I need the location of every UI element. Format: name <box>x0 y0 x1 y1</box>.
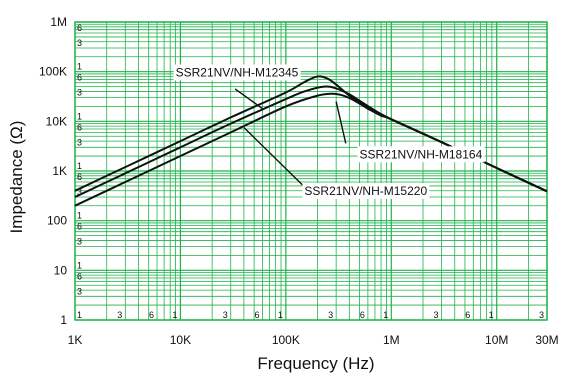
series-labels: SSR21NV/NH-M12345 SSR21NV/NH-M18164 SSR21N… <box>173 64 485 199</box>
y-minor-tick-label: 1 <box>77 111 82 121</box>
series-lines <box>74 75 548 207</box>
y-minor-tick-label: 6 <box>77 271 82 281</box>
x-minor-tick-label: 1 <box>172 310 177 320</box>
series-label-text: SSR21NV/NH-M15220 <box>304 184 427 198</box>
y-tick-label: 10 <box>54 263 68 277</box>
x-minor-tick-label: 1 <box>278 310 283 320</box>
x-tick-label: 10M <box>485 333 508 347</box>
x-minor-tick-label: 6 <box>149 310 154 320</box>
y-minor-tick-label: 3 <box>77 286 82 296</box>
y-minor-tick-label: 6 <box>77 23 82 33</box>
x-minor-tick-label: 6 <box>254 310 259 320</box>
x-minor-tick-label: 3 <box>434 310 439 320</box>
grid <box>74 21 548 321</box>
y-tick-label: 10K <box>46 114 67 128</box>
x-minor-tick-label: 3 <box>328 310 333 320</box>
x-minor-tick-label: 6 <box>360 310 365 320</box>
series-label-backing <box>302 182 430 199</box>
y-minor-tick-label: 3 <box>77 88 82 98</box>
y-tick-label: 100K <box>39 65 67 79</box>
y-tick-label: 1K <box>52 164 67 178</box>
x-tick-label: 100K <box>272 333 300 347</box>
x-tick-label: 1K <box>68 333 83 347</box>
y-minor-tick-label: 1 <box>77 161 82 171</box>
y-tick-label: 1 <box>60 313 67 327</box>
series-label-2: SSR21NV/NH-M18164 <box>357 146 485 163</box>
x-minor-tick-label: 1 <box>383 310 388 320</box>
y-minor-tick-label: 3 <box>77 137 82 147</box>
series-line-3 <box>74 92 548 207</box>
x-minor-tick-label: 6 <box>465 310 470 320</box>
series-label-backing <box>357 146 485 163</box>
y-tick-label: 100 <box>47 214 67 228</box>
y-minor-tick-label: 1 <box>77 310 82 320</box>
y-minor-tick-label: 1 <box>77 211 82 221</box>
leader-line-3 <box>243 127 308 191</box>
series-label-text: SSR21NV/NH-M12345 <box>176 65 299 79</box>
x-tick-label: 10K <box>170 333 191 347</box>
leader-line-2 <box>335 101 347 144</box>
series-label-backing <box>173 64 301 81</box>
y-minor-tick-label: 1 <box>77 62 82 72</box>
series-label-3: SSR21NV/NH-M15220 <box>302 182 430 199</box>
x-minor-tick-label: 3 <box>223 310 228 320</box>
y-minor-tick-label: 3 <box>77 187 82 197</box>
y-minor-tick-label: 6 <box>77 172 82 182</box>
x-tick-label: 1M <box>383 333 400 347</box>
leader-line-1 <box>234 88 263 110</box>
x-minor-tick-label: 3 <box>117 310 122 320</box>
y-tick-label: 1M <box>50 15 67 29</box>
y-minor-tick-label: 3 <box>77 38 82 48</box>
series-label-1: SSR21NV/NH-M12345 <box>173 64 301 81</box>
series-label-text: SSR21NV/NH-M18164 <box>360 147 483 161</box>
y-minor-tick-label: 3 <box>77 237 82 247</box>
y-minor-tick-label: 6 <box>77 122 82 132</box>
y-minor-tick-label: 1 <box>77 260 82 270</box>
leader-lines <box>234 88 347 191</box>
x-minor-tick-label: 3 <box>539 310 544 320</box>
y-minor-tick-label: 6 <box>77 222 82 232</box>
x-tick-label: 30M <box>535 333 558 347</box>
plot-frame <box>74 21 548 321</box>
x-axis-title: Frequency (Hz) <box>257 354 374 373</box>
axis-tick-labels: 1K 10K 100K 1M 10M 30M 1 10 100 1K 10K 100K 1M <box>39 15 559 347</box>
series-line-1 <box>74 75 548 193</box>
y-axis-title: Impedance (Ω) <box>7 121 26 234</box>
x-minor-tick-label: 1 <box>489 310 494 320</box>
series-line-2 <box>74 85 548 198</box>
y-minor-tick-label: 6 <box>77 73 82 83</box>
